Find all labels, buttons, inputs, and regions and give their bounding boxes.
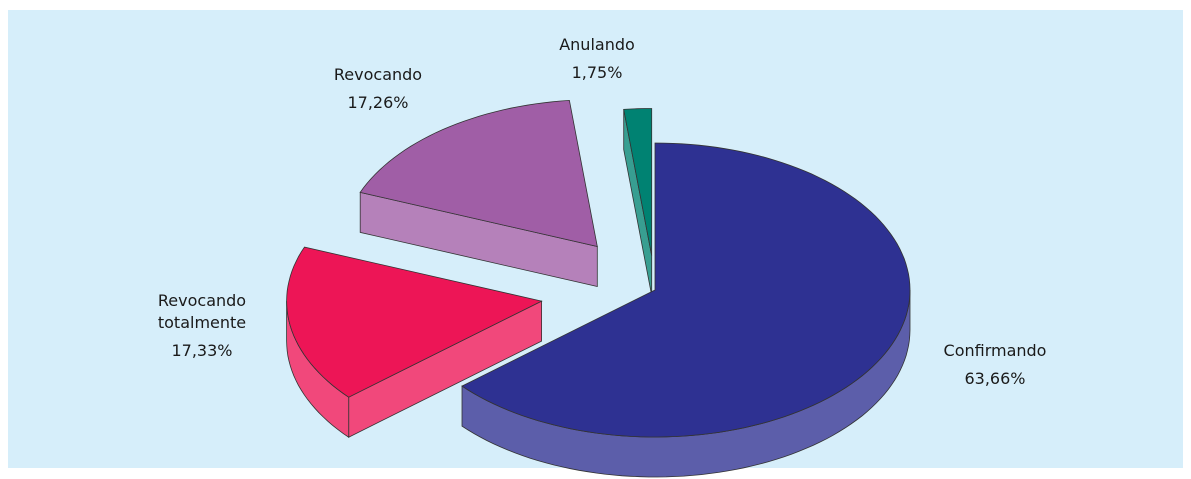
value-label: 1,75% — [571, 63, 623, 82]
slice-label: Anulando — [559, 35, 635, 54]
value-label: 17,26% — [347, 93, 409, 112]
slice-label: Confirmando — [943, 341, 1047, 360]
slice-label: Revocando totalmente — [157, 291, 247, 332]
value-label: 63,66% — [964, 369, 1026, 388]
value-label: 17,33% — [171, 341, 233, 360]
slice — [286, 246, 543, 398]
slice — [623, 108, 653, 256]
slice-label: Revocando — [333, 65, 423, 84]
slice — [461, 142, 911, 438]
slice — [359, 99, 598, 248]
